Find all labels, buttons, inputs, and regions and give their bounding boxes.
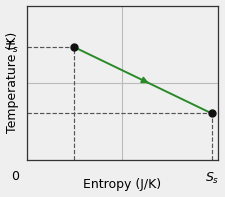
- Text: $S_s$: $S_s$: [205, 170, 219, 186]
- Y-axis label: Temperature (K): Temperature (K): [6, 32, 19, 133]
- Text: 0: 0: [11, 170, 19, 183]
- X-axis label: Entropy (J/K): Entropy (J/K): [83, 178, 161, 191]
- Text: $T_s$: $T_s$: [5, 40, 19, 55]
